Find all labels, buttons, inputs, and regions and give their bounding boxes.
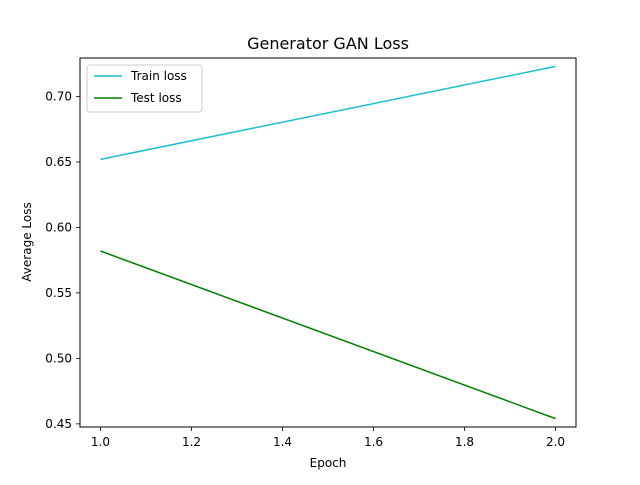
chart-title: Generator GAN Loss <box>247 34 409 53</box>
x-tick-label: 1.2 <box>182 435 201 449</box>
y-tick-label: 0.50 <box>45 351 72 365</box>
y-tick-label: 0.65 <box>45 155 72 169</box>
y-tick-label: 0.55 <box>45 286 72 300</box>
x-tick-label: 1.6 <box>364 435 383 449</box>
legend-label-1: Train loss <box>130 69 187 83</box>
x-tick-label: 1.0 <box>91 435 110 449</box>
series-layer <box>100 65 556 420</box>
y-tick-label: 0.45 <box>45 417 72 431</box>
plot-frame <box>79 57 577 428</box>
y-axis: 0.45 0.50 0.55 0.60 0.65 0.70 <box>45 89 80 431</box>
series-line-2 <box>100 250 556 420</box>
x-axis: 1.0 1.2 1.4 1.6 1.8 2.0 <box>91 427 565 449</box>
legend-label-2: Test loss <box>130 91 182 105</box>
x-tick-label: 2.0 <box>546 435 565 449</box>
series-line-1 <box>100 65 556 161</box>
y-tick-label: 0.70 <box>45 89 72 103</box>
y-tick-label: 0.60 <box>45 220 72 234</box>
legend: Train loss Test loss <box>86 64 203 113</box>
x-axis-label: Epoch <box>310 456 347 470</box>
y-axis-label: Average Loss <box>20 202 34 281</box>
x-tick-label: 1.8 <box>455 435 474 449</box>
x-tick-label: 1.4 <box>273 435 292 449</box>
